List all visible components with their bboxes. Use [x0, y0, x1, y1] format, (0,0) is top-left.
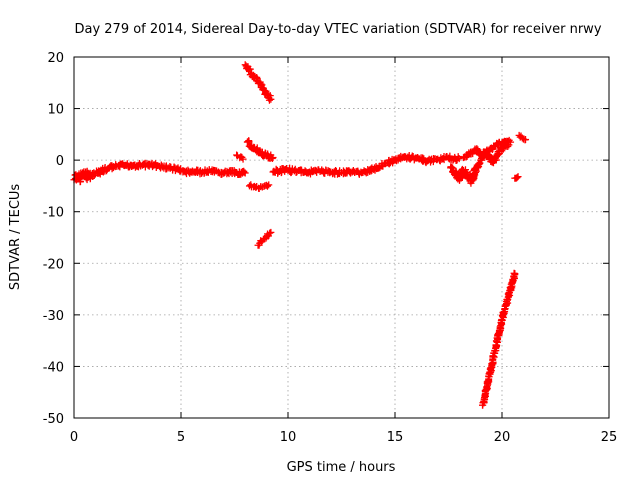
x-axis-label: GPS time / hours	[287, 460, 396, 475]
y-tick-label: 10	[47, 103, 64, 118]
series-points	[511, 173, 522, 182]
series-points	[243, 137, 277, 162]
ticks: 0 5 10 15 20 25 -50 -40 -30 -20 -10 0 10 20	[43, 51, 618, 445]
y-tick-label: -50	[43, 412, 64, 427]
series-points	[479, 269, 519, 409]
series-segment-h	[511, 173, 522, 182]
y-tick-label: -20	[43, 257, 64, 272]
series-segment-a	[241, 61, 275, 104]
x-tick-label: 15	[387, 430, 404, 445]
chart-title: Day 279 of 2014, Sidereal Day-to-day VTE…	[74, 22, 601, 37]
series-segment-e	[254, 228, 275, 249]
x-tick-label: 20	[494, 430, 511, 445]
series-points	[233, 151, 247, 163]
series-points	[254, 228, 275, 249]
x-tick-label: 0	[70, 430, 78, 445]
y-axis-label: SDTVAR / TECUs	[8, 184, 23, 291]
grid	[74, 57, 609, 418]
plot-data	[70, 61, 530, 409]
series-segment-g	[515, 131, 530, 144]
series-points	[515, 131, 530, 144]
y-tick-label: -10	[43, 206, 64, 221]
series-tail-upper	[459, 137, 512, 162]
x-tick-label: 5	[177, 430, 185, 445]
x-tick-label: 10	[280, 430, 297, 445]
series-points	[241, 61, 275, 104]
y-tick-label: -30	[43, 309, 64, 324]
y-tick-label: 20	[47, 51, 64, 66]
series-points	[245, 181, 273, 192]
series-main-2	[269, 152, 463, 178]
x-tick-label: 25	[601, 430, 618, 445]
series-segment-d	[245, 181, 273, 192]
series-segment-b	[243, 137, 277, 162]
plot-frame	[73, 56, 610, 419]
series-segment-f	[479, 269, 519, 409]
series-segment-c	[233, 151, 247, 163]
series-points	[269, 152, 463, 178]
series-points	[459, 137, 512, 162]
y-tick-label: 0	[56, 154, 64, 169]
y-tick-label: -40	[43, 360, 64, 375]
